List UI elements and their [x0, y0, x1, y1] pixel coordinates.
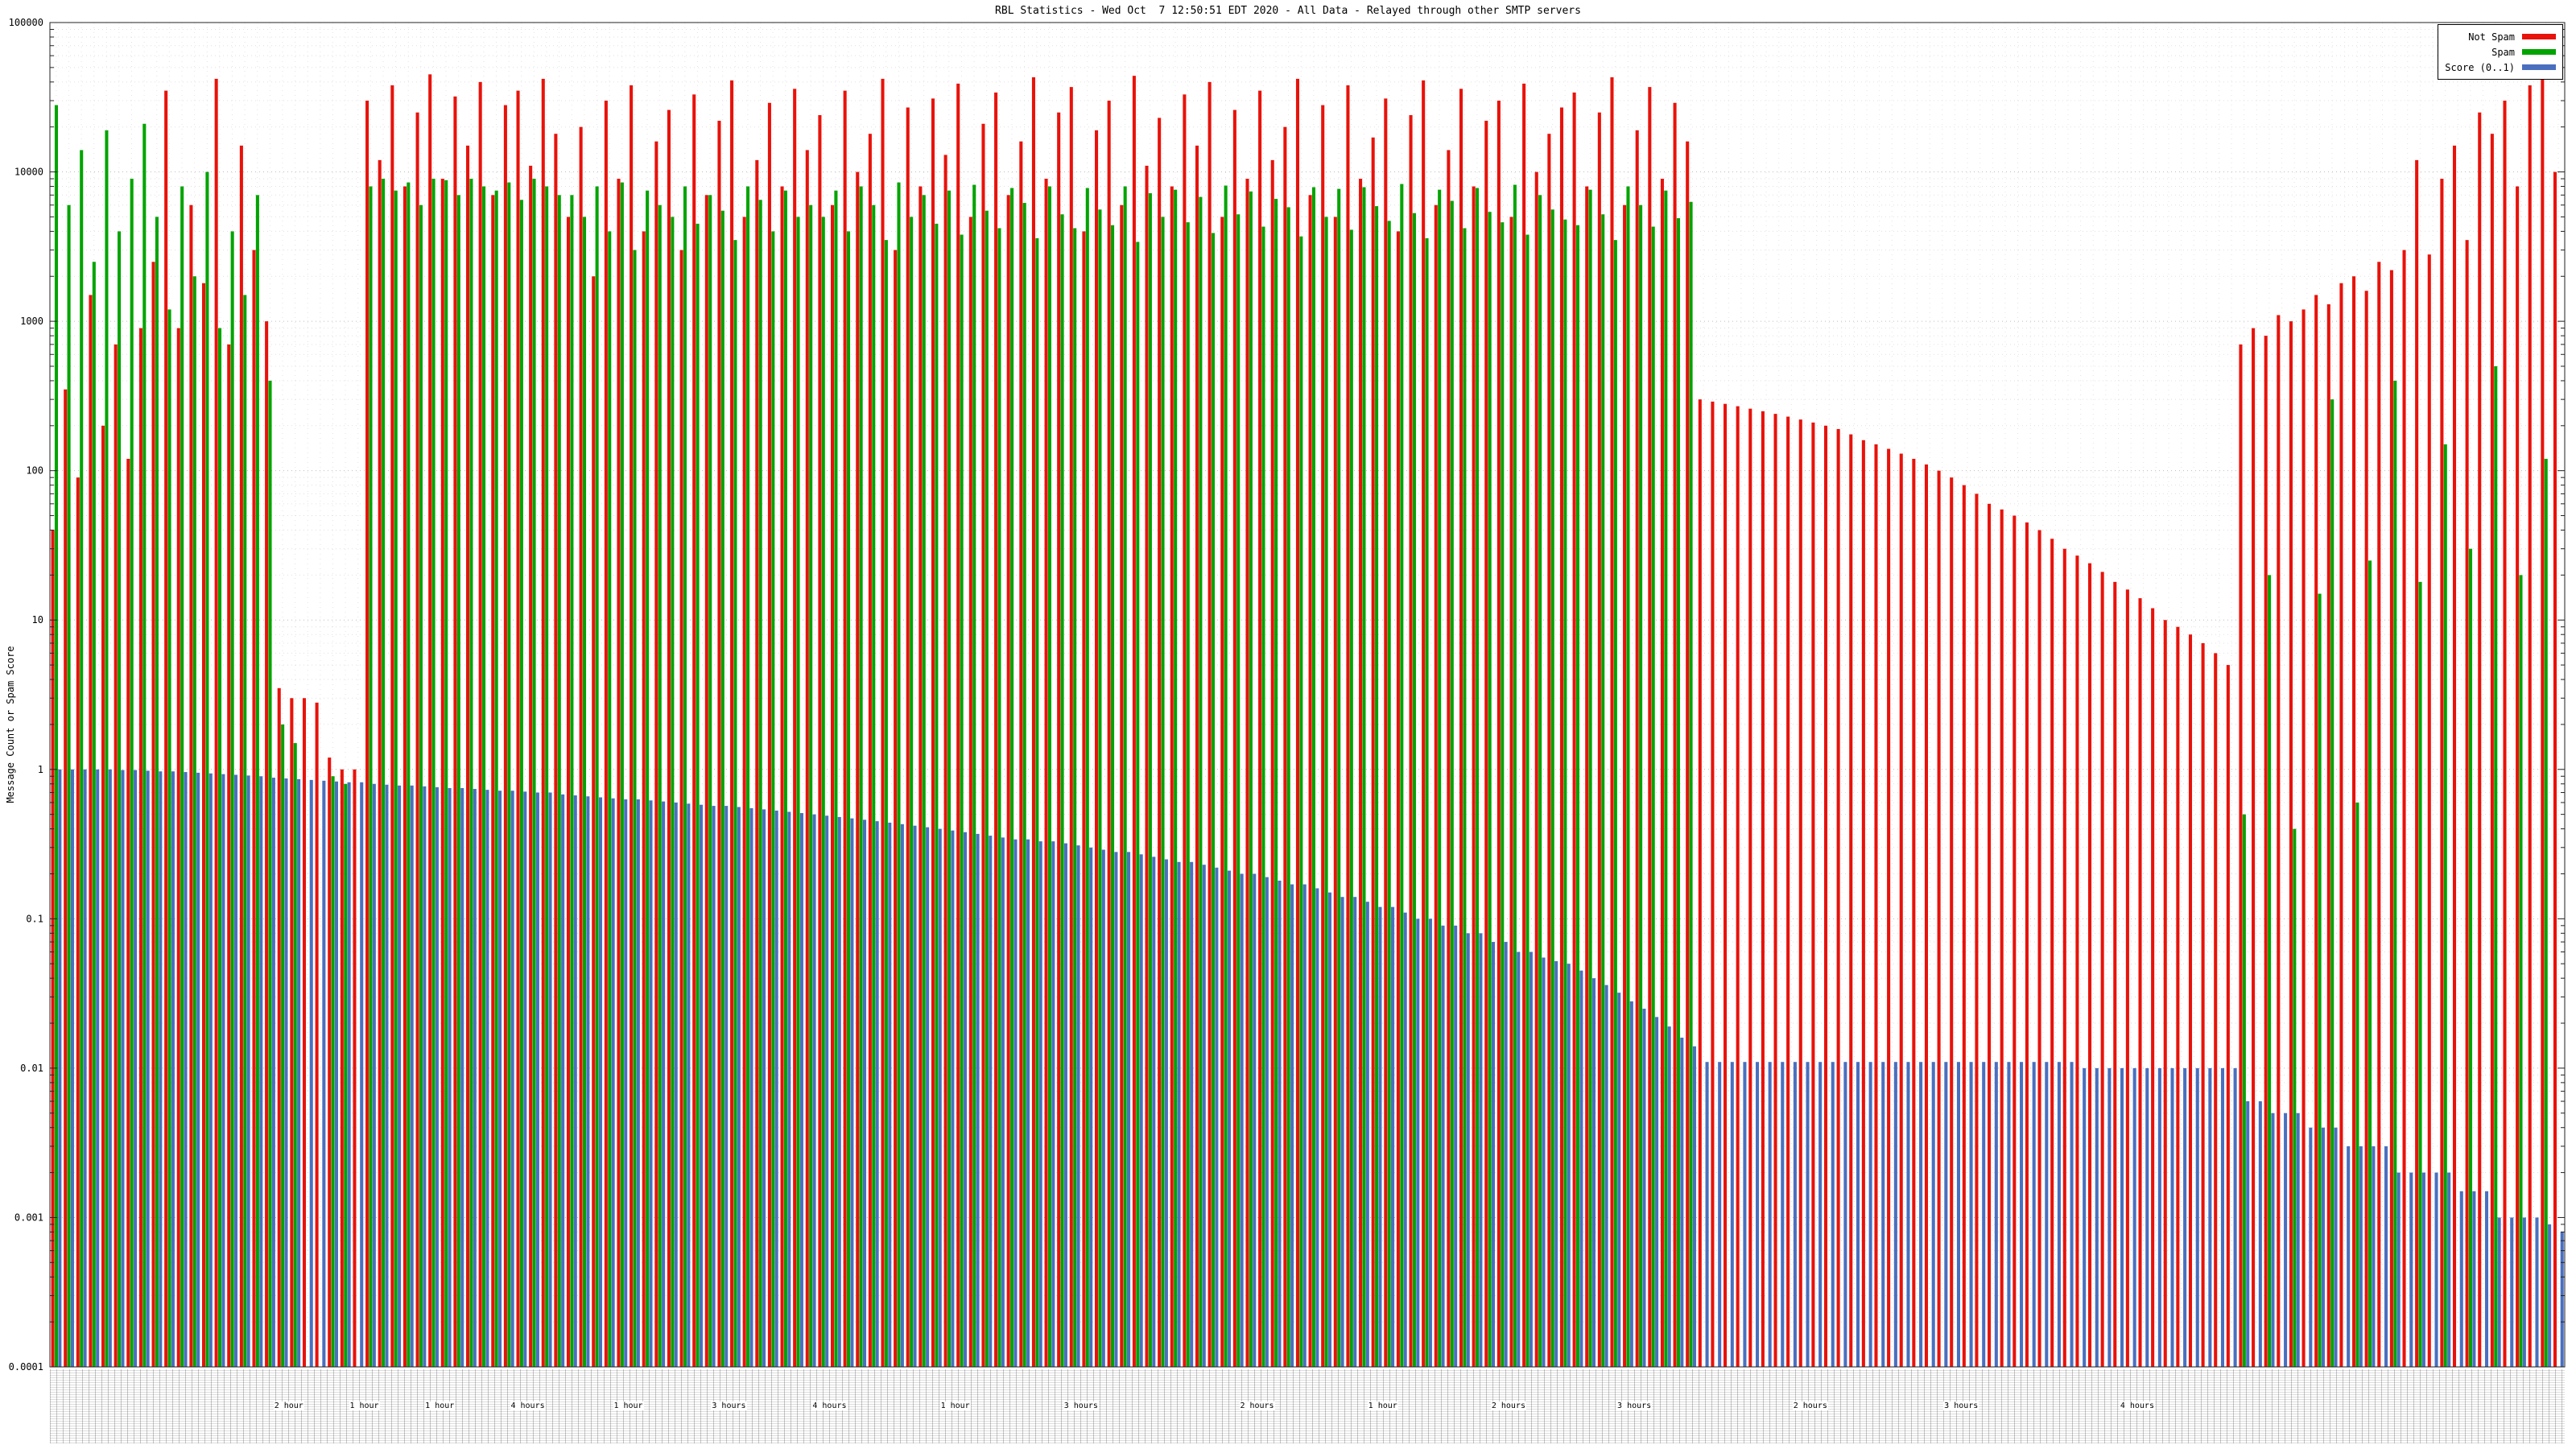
x-axis-label-fragment: 2 hour — [273, 1402, 304, 1410]
y-tick-label: 0.01 — [20, 1063, 43, 1074]
y-tick-label: 10 — [32, 614, 43, 625]
y-tick-label: 0.1 — [26, 913, 43, 924]
score-swatch — [2522, 64, 2556, 70]
x-axis-label-fragment: 3 hours — [1943, 1402, 1979, 1410]
x-axis-label-fragment: 1 hour — [349, 1402, 380, 1410]
x-axis-label-band: 2 hour 1 hour 1 hour 4 hours 1 hour 3 hours 4 … — [50, 1369, 2565, 1443]
legend-label-spam: Spam — [2491, 46, 2515, 58]
x-axis-label-fragment: 4 hours — [811, 1402, 848, 1410]
x-axis-label-fragment: 1 hour — [939, 1402, 971, 1410]
x-axis-label-fragment: 2 hours — [1490, 1402, 1526, 1410]
y-tick-label: 100000 — [9, 17, 43, 28]
y-tick-label: 10000 — [14, 167, 43, 178]
legend-label-notspam: Not Spam — [2468, 31, 2515, 43]
x-axis-label-fragment: 4 hours — [2119, 1402, 2155, 1410]
x-axis-label-fragment: 3 hours — [1063, 1402, 1099, 1410]
y-tick-label: 0.0001 — [9, 1361, 43, 1373]
x-axis-label-fragment: 2 hours — [1239, 1402, 1275, 1410]
x-axis-label-fragment: 1 hour — [1367, 1402, 1398, 1410]
legend-label-score: Score (0..1) — [2445, 61, 2515, 73]
x-axis-label-fragment: 1 hour — [613, 1402, 644, 1410]
y-tick-label: 100 — [26, 465, 43, 477]
y-tick-label: 1 — [38, 764, 43, 775]
x-axis-label-fragment: 3 hours — [1616, 1402, 1653, 1410]
x-axis-label-fragment: 3 hours — [711, 1402, 747, 1410]
y-tick-label: 0.001 — [14, 1212, 43, 1223]
x-axis-label-fragment: 4 hours — [510, 1402, 546, 1410]
spam-bars — [54, 105, 2548, 1368]
legend-item-score: Score (0..1) — [2445, 60, 2556, 75]
notspam-bars — [51, 74, 2557, 1368]
spam-swatch — [2522, 49, 2556, 55]
x-axis-label-fragment: 2 hours — [1792, 1402, 1828, 1410]
notspam-swatch — [2522, 34, 2556, 39]
score-bars — [58, 769, 2564, 1367]
legend: Not Spam Spam Score (0..1) — [2438, 24, 2563, 80]
legend-item-spam: Spam — [2445, 44, 2556, 60]
plot-border — [49, 22, 2566, 1368]
x-axis-label-fragment: 1 hour — [424, 1402, 456, 1410]
chart-title: RBL Statistics - Wed Oct 7 12:50:51 EDT … — [995, 5, 1581, 17]
legend-item-notspam: Not Spam — [2445, 29, 2556, 44]
y-tick-label: 1000 — [20, 316, 43, 327]
